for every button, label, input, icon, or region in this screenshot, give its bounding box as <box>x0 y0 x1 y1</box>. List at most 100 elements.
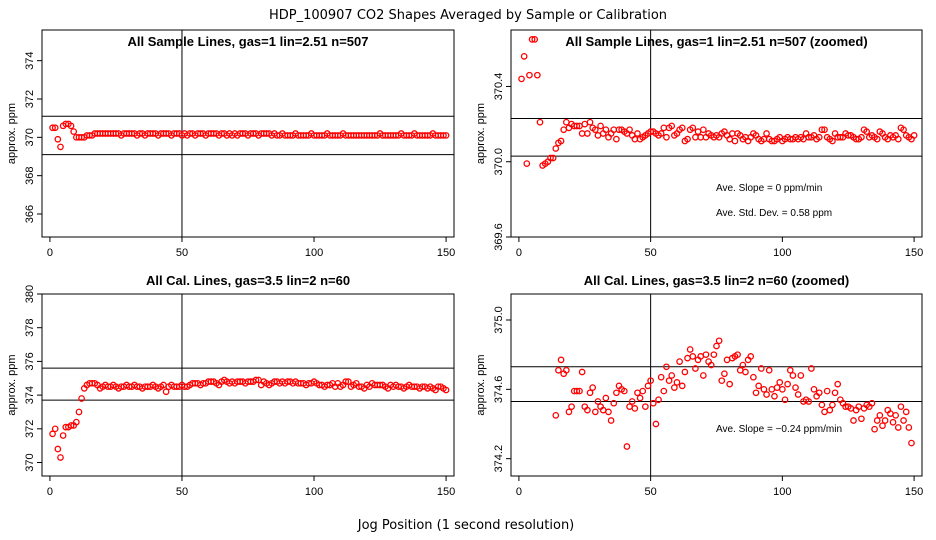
y-tick-label: 370.4 <box>493 73 505 101</box>
data-point <box>826 406 834 414</box>
data-point <box>657 130 665 137</box>
data-point <box>557 137 565 145</box>
data-point <box>684 354 691 362</box>
data-point <box>565 408 573 416</box>
data-point <box>881 417 889 424</box>
data-point <box>699 126 707 134</box>
x-tick-label: 0 <box>516 247 522 259</box>
data-point <box>586 389 594 397</box>
y-tick-label: 378 <box>24 319 36 337</box>
data-point <box>871 425 878 433</box>
data-point <box>584 406 591 414</box>
annotation: Ave. Slope = −0.24 ppm/min <box>716 424 842 435</box>
y-axis-label: approx. ppm <box>475 354 487 415</box>
data-point <box>823 387 831 395</box>
data-point <box>610 399 618 407</box>
data-point <box>818 126 826 134</box>
data-point <box>723 356 731 364</box>
data-point <box>850 417 857 424</box>
data-point <box>726 380 734 388</box>
data-point <box>786 366 794 374</box>
data-point <box>821 126 828 134</box>
data-point <box>750 373 757 381</box>
panel-sample-lines: All Sample Lines, gas=1 lin=2.51 n=507 0 5… <box>6 29 455 259</box>
data-point <box>636 394 644 402</box>
panel-title: All Cal. Lines, gas=3.5 lin=2 n=60 (zoom… <box>584 273 850 288</box>
data-point <box>794 391 802 398</box>
data-point <box>634 389 641 397</box>
data-point <box>684 135 691 143</box>
data-point <box>781 396 789 404</box>
data-point <box>549 154 557 162</box>
data-point <box>75 408 83 416</box>
data-point <box>715 337 723 345</box>
data-point <box>678 124 686 132</box>
data-point <box>54 135 62 143</box>
data-point <box>442 132 450 139</box>
data-point <box>910 132 918 139</box>
data-point <box>584 130 591 137</box>
data-point <box>739 361 747 369</box>
data-point <box>631 405 639 412</box>
data-point <box>805 398 813 405</box>
plot-frame <box>41 293 455 477</box>
data-point <box>586 118 594 126</box>
data-point <box>576 387 583 395</box>
data-point <box>713 342 720 350</box>
data-point <box>663 363 670 371</box>
panel-title: All Cal. Lines, gas=3.5 lin=2 n=60 <box>146 273 350 288</box>
data-point <box>57 454 64 461</box>
data-point <box>51 124 59 132</box>
data-point <box>591 408 599 416</box>
x-tick-label: 0 <box>47 486 53 498</box>
data-point <box>547 154 554 162</box>
data-point <box>162 388 170 396</box>
data-point <box>647 377 654 385</box>
data-point <box>873 135 881 143</box>
data-point <box>581 120 589 128</box>
data-point <box>605 408 612 416</box>
x-tick-label: 100 <box>773 486 791 498</box>
data-point <box>676 358 683 365</box>
y-tick-label: 368 <box>24 166 36 184</box>
data-point <box>779 385 786 393</box>
data-point <box>829 137 836 145</box>
data-point <box>815 389 823 397</box>
data-point <box>692 133 699 141</box>
y-axis-label: approx. ppm <box>475 103 487 164</box>
data-point <box>555 366 562 374</box>
data-point <box>642 403 649 411</box>
data-point <box>789 372 797 379</box>
data-point <box>49 124 56 132</box>
panel-title: All Sample Lines, gas=1 lin=2.51 n=507 <box>128 34 369 49</box>
panel-cal-lines: All Cal. Lines, gas=3.5 lin=2 n=60 0 50 100… <box>6 273 455 498</box>
data-point <box>768 385 776 393</box>
data-point <box>528 36 536 43</box>
data-point <box>54 445 62 453</box>
data-point <box>784 380 791 388</box>
data-point <box>834 380 842 388</box>
data-point <box>894 135 902 143</box>
data-point <box>639 387 647 395</box>
y-tick-label: 372 <box>24 420 36 438</box>
data-point <box>692 365 699 372</box>
data-point <box>589 384 597 391</box>
data-point <box>897 403 905 411</box>
data-point <box>858 415 865 423</box>
data-point <box>863 128 871 135</box>
data-point <box>731 137 739 145</box>
data-point <box>894 424 902 431</box>
data-point <box>557 356 565 364</box>
data-point <box>562 118 570 126</box>
data-point <box>51 425 59 433</box>
data-point <box>602 126 610 134</box>
y-tick-label: 374.6 <box>493 376 505 404</box>
data-point <box>660 387 668 395</box>
data-point <box>560 126 568 134</box>
data-point <box>710 351 718 359</box>
annotation: Ave. Slope = 0 ppm/min <box>716 183 822 194</box>
data-point <box>591 126 599 134</box>
x-tick-label: 150 <box>905 486 923 498</box>
data-point <box>873 417 881 424</box>
